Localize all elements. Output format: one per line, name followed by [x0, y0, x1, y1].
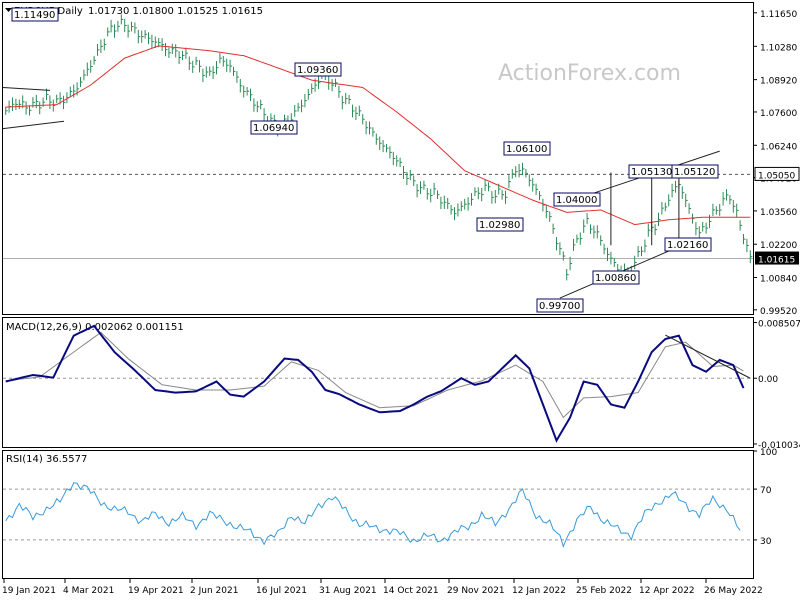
rsi-axis-label: 30: [760, 537, 772, 547]
current-price-tag: 1.01615: [758, 256, 795, 266]
price-level-label-box: [536, 298, 584, 313]
price-panel-frame: [2, 2, 754, 315]
price-level-label: 1.05120: [674, 167, 715, 178]
collapse-triangle-icon[interactable]: [5, 8, 12, 12]
price-axis-label: 1.02200: [760, 241, 797, 251]
price-level-label-box: [476, 217, 524, 232]
price-level-label: 1.05130: [631, 167, 672, 178]
price-level-label: 1.00860: [595, 273, 636, 284]
price-axis-label: 1.07600: [760, 109, 797, 119]
price-bars: [5, 14, 753, 281]
date-axis: 19 Jan 2021 4 Mar 2021 19 Apr 2021 2 Jun 20…: [2, 579, 763, 596]
date-axis-label: 25 Feb 2022: [576, 586, 632, 596]
date-axis-label: 12 Apr 2022: [639, 586, 695, 596]
rsi-axis-label: 100: [760, 448, 777, 458]
price-level-label: 0.99700: [539, 301, 580, 312]
price-level-label-box: [250, 120, 298, 135]
date-axis-label: 2 Jun 2021: [190, 586, 238, 596]
price-axis-label: 1.11650: [760, 10, 797, 20]
price-level-label-box: [11, 7, 59, 22]
rsi-line: [5, 482, 741, 548]
horizontal-line-left: [2, 86, 51, 91]
macd-panel-frame: [2, 317, 754, 448]
price-level-label: 1.06940: [253, 123, 294, 134]
macd-panel: [3, 324, 753, 443]
price-axis-label: 1.08920: [760, 77, 797, 87]
moving-average: [5, 45, 751, 226]
price-axis-label: 1.10280: [760, 43, 797, 53]
price-level-label-box: [664, 237, 712, 252]
current-price-tag-box: [755, 251, 799, 265]
price-level-label: 1.09360: [297, 65, 338, 76]
trend-line-left: [2, 120, 65, 130]
date-axis-label: 29 Nov 2021: [447, 586, 505, 596]
moving-average-line: [5, 45, 751, 226]
rsi-axis-label: 70: [760, 486, 772, 496]
date-axis-label: 12 Jan 2022: [512, 586, 566, 596]
date-axis-label: 16 Jul 2021: [256, 586, 307, 596]
price-level-label: 1.11490: [14, 10, 55, 21]
date-axis-label: 14 Oct 2021: [383, 586, 439, 596]
rsi-panel: [3, 482, 753, 548]
level-price-tag-box: [754, 166, 800, 181]
price-level-label-box: [592, 270, 640, 285]
date-axis-label: 19 Jan 2021: [2, 586, 56, 596]
price-reference-lines: [3, 173, 753, 260]
price-level-label-box: [553, 192, 601, 207]
date-axis-label: 19 Apr 2021: [128, 586, 184, 596]
watermark: ActionForex.com: [498, 61, 681, 86]
price-axis-label: 0.99520: [760, 307, 797, 317]
price-level-label-box: [671, 164, 719, 179]
trend-channel: [2, 86, 720, 299]
price-level-labels: 1.11490 1.09360 1.06940 1.06100 1.02980 1.040…: [11, 7, 719, 313]
level-price-tag: 1.05050: [758, 171, 795, 181]
rsi-axis: 100 70 30: [753, 448, 777, 547]
rsi-title: RSI(14) 36.5577: [6, 454, 87, 465]
rsi-panel-frame: [2, 450, 754, 579]
price-level-label: 1.02980: [479, 220, 520, 231]
price-axis: 1.116501.102801.089201.076001.062401.049…: [753, 10, 800, 317]
price-level-label: 1.06100: [506, 144, 547, 155]
macd-axis-label: 0.008507: [758, 320, 800, 330]
macd-divergence-line: [665, 334, 751, 379]
price-level-label-box: [503, 141, 551, 156]
price-axis-label: 1.00840: [760, 275, 797, 285]
macd-signal-line: [5, 331, 744, 419]
macd-axis: 0.008507 0.00 -0.010034: [753, 320, 800, 451]
macd-axis-label: 0.00: [758, 375, 778, 385]
date-axis-label: 4 Mar 2021: [63, 586, 114, 596]
price-level-label: 1.02160: [667, 240, 708, 251]
macd-axis-label: -0.010034: [758, 441, 800, 451]
date-axis-label: 31 Aug 2021: [319, 586, 377, 596]
date-axis-label: 26 May 2022: [704, 586, 763, 596]
price-axis-label: 1.03560: [760, 208, 797, 218]
price-axis-label: 1.06240: [760, 142, 797, 152]
ohlc-readout: 1.01730 1.01800 1.01525 1.01615: [88, 6, 263, 17]
macd-line: [5, 324, 745, 443]
price-level-label: 1.04000: [556, 195, 597, 206]
price-level-label-box: [294, 62, 342, 77]
